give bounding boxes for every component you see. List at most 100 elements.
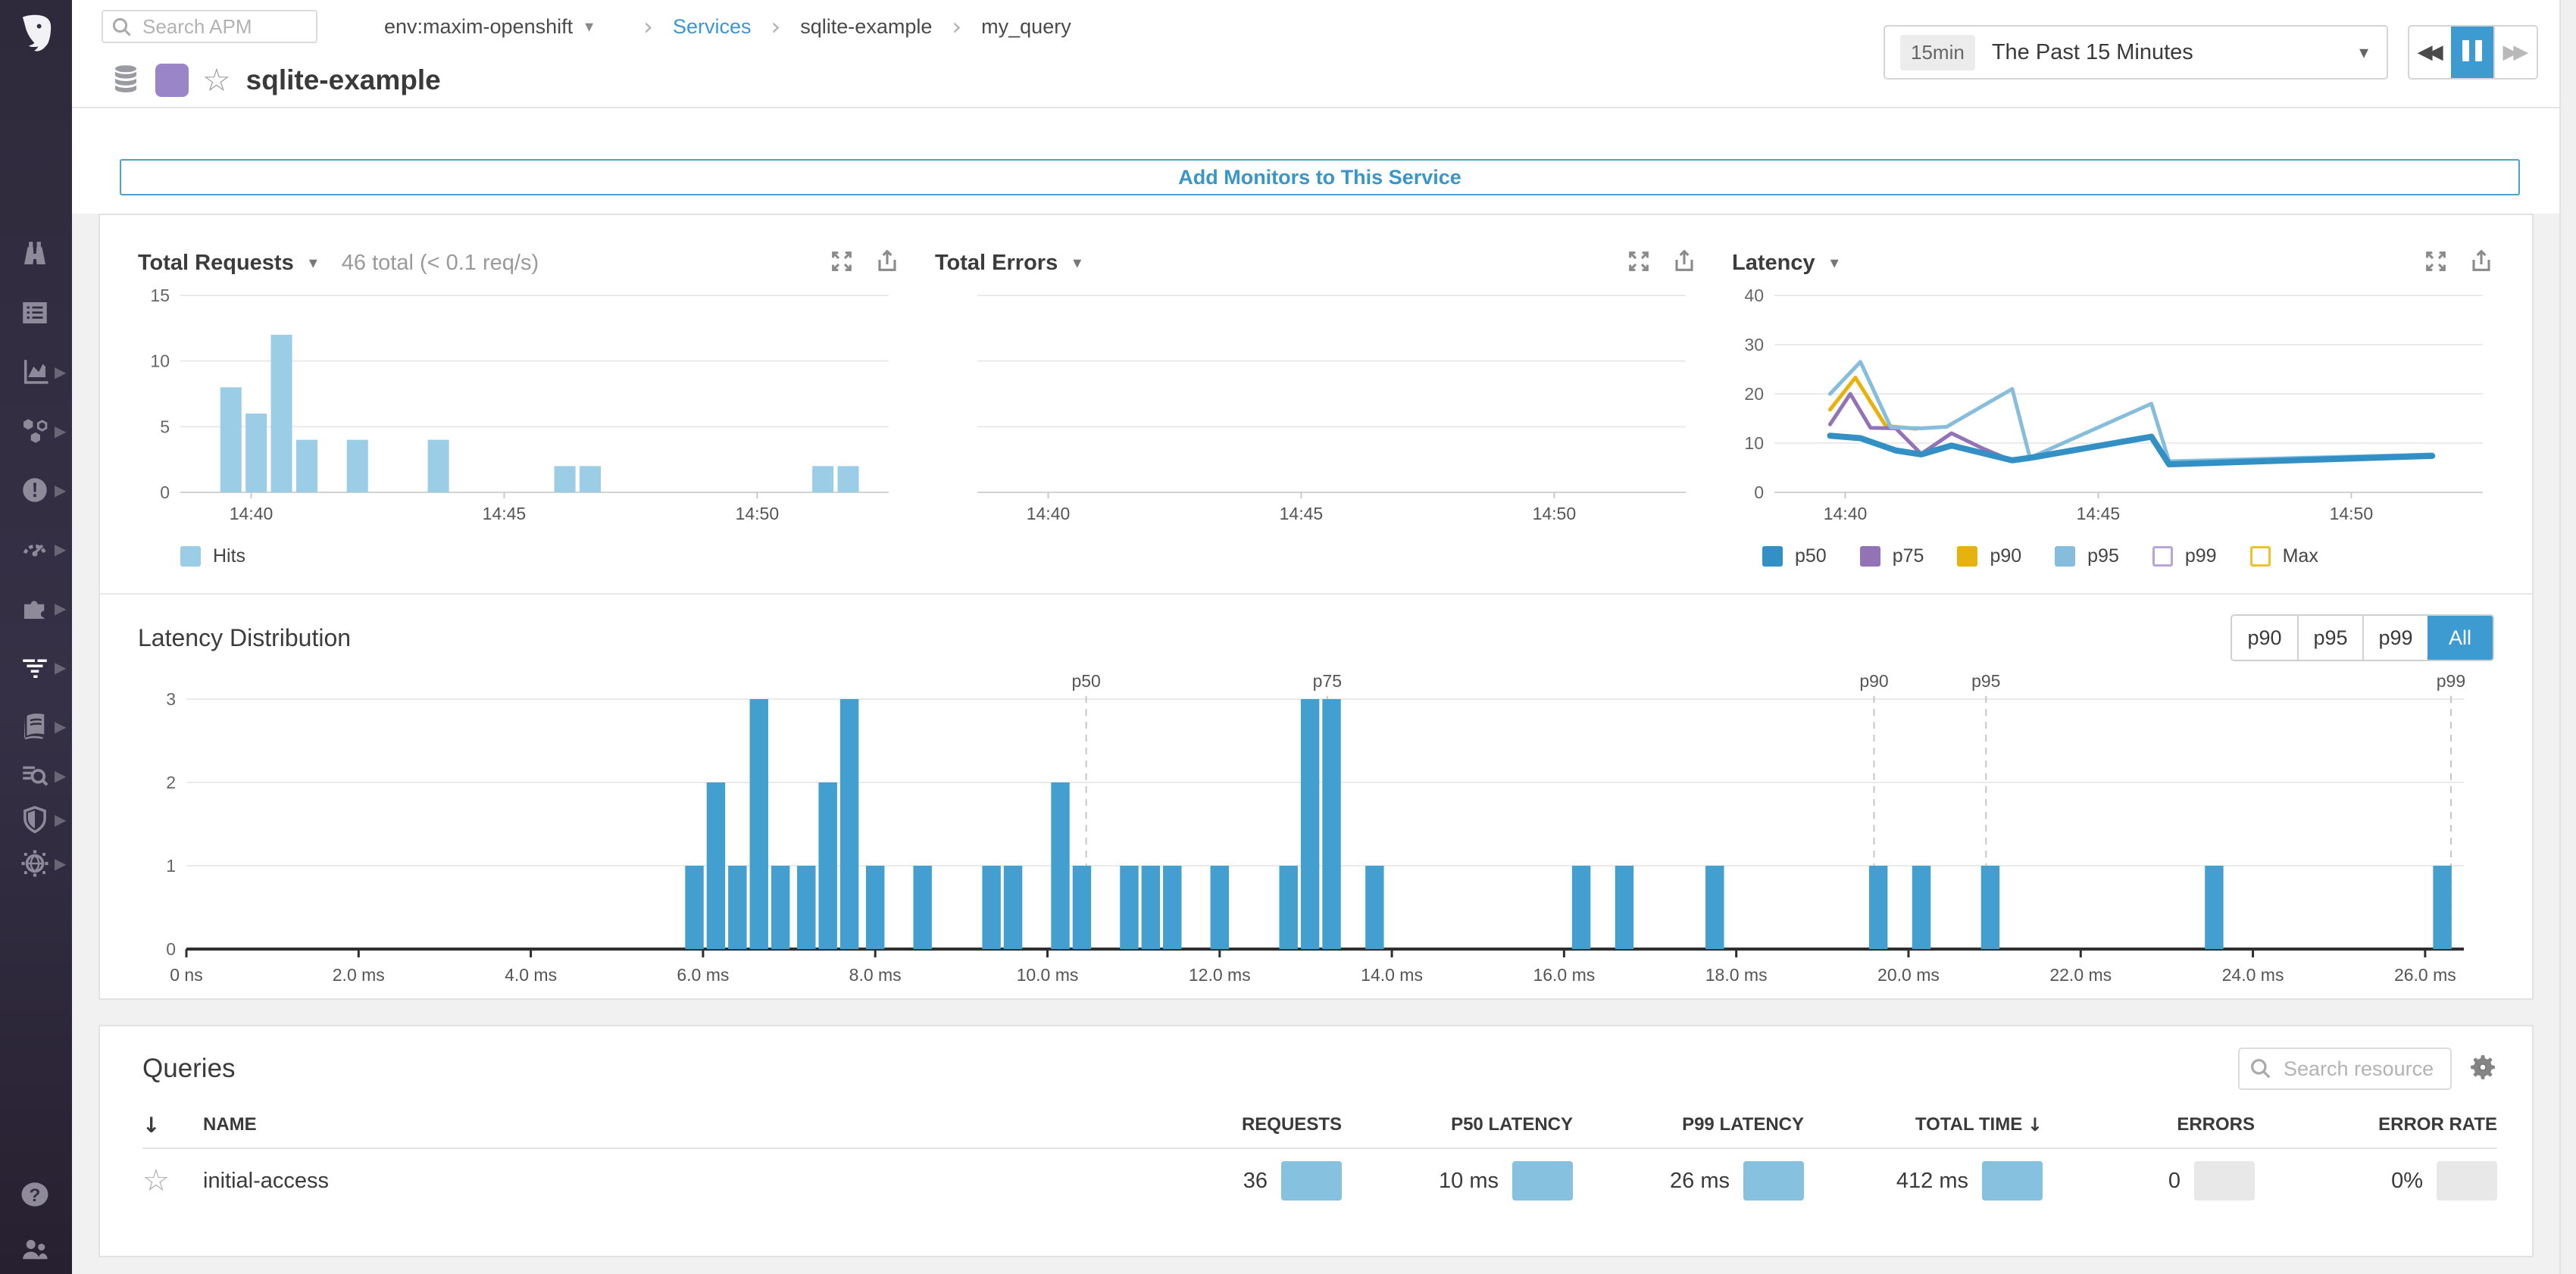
export-icon[interactable] bbox=[1672, 248, 1696, 277]
chevron-right-icon: ▶ bbox=[55, 540, 67, 558]
scrollbar[interactable] bbox=[2559, 0, 2576, 1274]
svg-text:8.0 ms: 8.0 ms bbox=[849, 965, 902, 985]
chevron-right-icon: ▶ bbox=[55, 599, 67, 617]
expand-icon[interactable] bbox=[2424, 249, 2448, 277]
col-p50-latency[interactable]: P50 LATENCY bbox=[1451, 1114, 1573, 1135]
gear-icon[interactable] bbox=[2468, 1053, 2497, 1085]
sort-icon[interactable]: ↓ bbox=[142, 1112, 161, 1138]
page-title: sqlite-example bbox=[245, 64, 441, 95]
chevron-right-icon: ▶ bbox=[55, 767, 67, 785]
legend-item[interactable]: p75 bbox=[1859, 545, 1924, 567]
p95-button[interactable]: p95 bbox=[2297, 616, 2362, 660]
p99-button[interactable]: p99 bbox=[2362, 616, 2428, 660]
svg-text:40: 40 bbox=[1744, 286, 1764, 305]
all-button[interactable]: All bbox=[2428, 616, 2493, 660]
svg-text:26.0 ms: 26.0 ms bbox=[2394, 965, 2456, 985]
sidebar-item-events[interactable]: ▶ bbox=[0, 466, 72, 514]
forward-button[interactable]: ▶▶ bbox=[2493, 27, 2537, 78]
col-requests[interactable]: REQUESTS bbox=[1241, 1114, 1342, 1135]
export-icon[interactable] bbox=[875, 248, 899, 277]
legend-item[interactable]: Hits bbox=[180, 545, 245, 567]
legend-swatch bbox=[2152, 545, 2173, 567]
sidebar-item-monitors[interactable]: ▶ bbox=[0, 525, 72, 573]
col-error-rate[interactable]: ERROR RATE bbox=[2378, 1114, 2497, 1135]
expand-icon[interactable] bbox=[830, 249, 854, 277]
title-row: ☆ sqlite-example bbox=[72, 53, 2559, 107]
apm-traces-icon bbox=[17, 649, 53, 685]
svg-text:10.0 ms: 10.0 ms bbox=[1017, 965, 1079, 985]
svg-text:14:40: 14:40 bbox=[1027, 504, 1071, 523]
add-monitors-button[interactable]: Add Monitors to This Service bbox=[120, 159, 2520, 195]
panel-title: Total Requests bbox=[138, 250, 294, 275]
col-name[interactable]: NAME bbox=[203, 1114, 257, 1135]
metrics-chart-icon bbox=[17, 354, 53, 390]
chevron-down-icon[interactable]: ▾ bbox=[1073, 253, 1082, 273]
table-row[interactable]: ☆ initial-access 36 10 ms 26 ms 412 ms 0… bbox=[142, 1149, 2497, 1213]
env-dropdown[interactable]: env:maxim-openshift ▾ bbox=[384, 14, 594, 38]
chevron-right-icon: ▶ bbox=[55, 422, 67, 440]
favorite-star-icon[interactable]: ☆ bbox=[142, 1163, 170, 1198]
legend-item[interactable]: p90 bbox=[1957, 545, 2021, 567]
resource-search[interactable] bbox=[2238, 1048, 2452, 1090]
legend-swatch bbox=[180, 545, 201, 567]
chevron-right-icon: ▶ bbox=[55, 810, 67, 829]
p90-button[interactable]: p90 bbox=[2232, 616, 2297, 660]
svg-text:10: 10 bbox=[1744, 433, 1764, 453]
sidebar-item-apm[interactable]: ▶ bbox=[0, 643, 72, 692]
alert-circle-icon bbox=[17, 472, 53, 508]
chevron-down-icon[interactable]: ▾ bbox=[1830, 253, 1839, 273]
resource-search-input[interactable] bbox=[2238, 1048, 2452, 1090]
breadcrumb-separator: › bbox=[952, 12, 962, 41]
legend-item[interactable]: Max bbox=[2249, 545, 2318, 567]
p99-latency-bar bbox=[1743, 1161, 1804, 1201]
breadcrumb-service[interactable]: sqlite-example bbox=[800, 14, 933, 38]
charts-row: Total Requests ▾ 46 total (< 0.1 req/s) … bbox=[100, 215, 2532, 573]
pause-button[interactable] bbox=[2451, 27, 2493, 78]
svg-text:12.0 ms: 12.0 ms bbox=[1189, 965, 1251, 985]
charts-card: Total Requests ▾ 46 total (< 0.1 req/s) … bbox=[98, 214, 2534, 1000]
col-total-time[interactable]: TOTAL TIME ↓ bbox=[1915, 1114, 2043, 1135]
col-errors[interactable]: ERRORS bbox=[2177, 1114, 2255, 1135]
sidebar-item-help[interactable]: ? bbox=[0, 1170, 72, 1219]
favorite-star-icon[interactable]: ☆ bbox=[202, 61, 231, 98]
notebook-icon bbox=[17, 708, 53, 745]
svg-text:2: 2 bbox=[166, 773, 176, 792]
time-range-selector[interactable]: 15min The Past 15 Minutes ▾ bbox=[1884, 25, 2388, 80]
chart-legend: Hits bbox=[138, 531, 899, 573]
apm-search-input[interactable] bbox=[102, 10, 317, 43]
chevron-right-icon: ▶ bbox=[55, 717, 67, 735]
resource-name[interactable]: initial-access bbox=[203, 1168, 329, 1193]
sidebar-item-infrastructure[interactable]: ▶ bbox=[0, 407, 72, 455]
rewind-button[interactable]: ◀◀ bbox=[2409, 27, 2451, 78]
legend-item[interactable]: p99 bbox=[2152, 545, 2217, 567]
sidebar-item-integrations[interactable]: ▶ bbox=[0, 584, 72, 632]
sort-down-icon: ↓ bbox=[2027, 1114, 2043, 1135]
expand-icon[interactable] bbox=[1627, 249, 1651, 277]
datadog-logo-icon[interactable] bbox=[8, 6, 64, 63]
svg-text:18.0 ms: 18.0 ms bbox=[1705, 965, 1768, 985]
sidebar-item-watchdog[interactable] bbox=[0, 230, 72, 278]
breadcrumb-services[interactable]: Services bbox=[672, 14, 752, 38]
sidebar-item-log-explorer[interactable]: ▶ bbox=[0, 751, 72, 800]
latency-distribution-chart[interactable]: 0 1 2 3 0 ns 2.0 ms 4.0 ms 6.0 ms 8.0 ms 10.0 ms 1… bbox=[138, 666, 2494, 993]
svg-text:p99: p99 bbox=[2437, 671, 2465, 691]
chevron-down-icon[interactable]: ▾ bbox=[308, 253, 317, 273]
sidebar-item-network[interactable]: ▶ bbox=[0, 839, 72, 888]
queries-card: Queries ↓ NAME REQUESTS P50 LATENCY P99 … bbox=[98, 1025, 2534, 1257]
col-p99-latency[interactable]: P99 LATENCY bbox=[1682, 1114, 1804, 1135]
sidebar-item-users[interactable] bbox=[0, 1226, 72, 1274]
apm-search[interactable] bbox=[102, 10, 317, 43]
total-requests-chart[interactable]: 0 5 10 15 14:40 14:45 14:50 bbox=[138, 285, 899, 527]
legend-item[interactable]: p95 bbox=[2055, 545, 2119, 567]
latency-chart[interactable]: 0 10 20 30 40 14:40 14:45 14:50 bbox=[1732, 285, 2493, 527]
forward-icon: ▶▶ bbox=[2503, 41, 2528, 64]
export-icon[interactable] bbox=[2469, 248, 2493, 277]
sidebar-item-dashboards[interactable] bbox=[0, 289, 72, 337]
sidebar-item-notebooks[interactable]: ▶ bbox=[0, 702, 72, 751]
sidebar-item-metrics[interactable]: ▶ bbox=[0, 348, 72, 396]
service-color-swatch bbox=[155, 63, 189, 97]
search-icon bbox=[2249, 1057, 2273, 1085]
total-errors-chart[interactable]: 14:40 14:45 14:50 bbox=[935, 285, 1696, 527]
sidebar-item-security[interactable]: ▶ bbox=[0, 795, 72, 844]
legend-item[interactable]: p50 bbox=[1762, 545, 1827, 567]
